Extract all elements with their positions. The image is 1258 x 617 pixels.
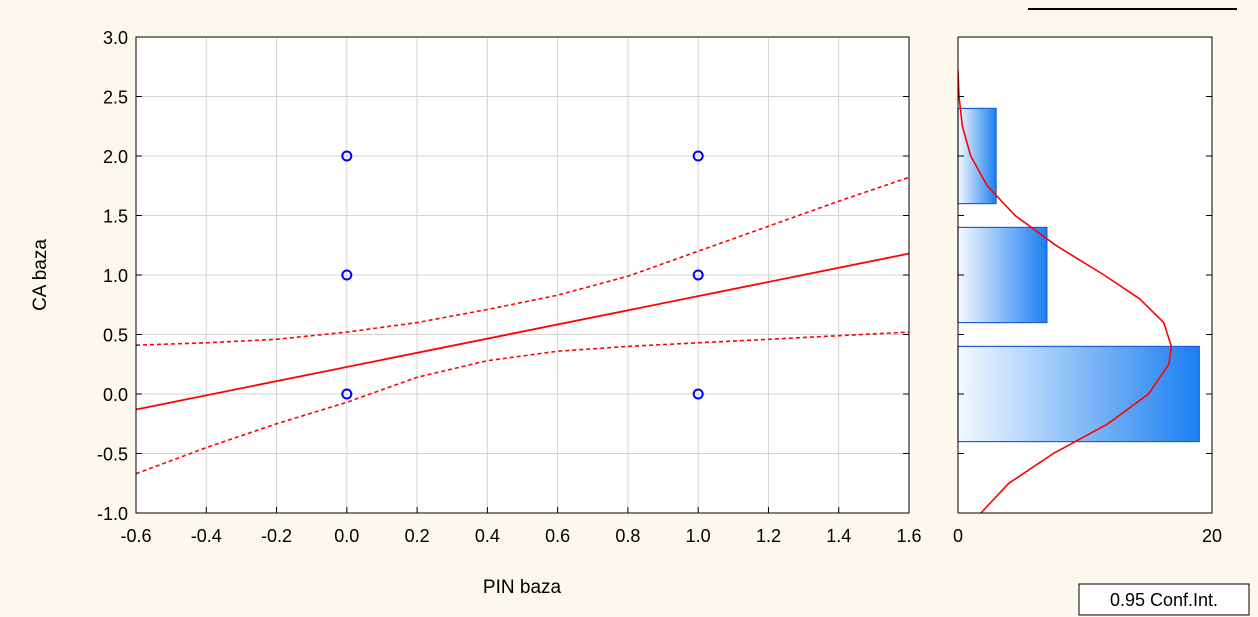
x-tick-label: 1.6 [896, 526, 921, 546]
y-tick-label: 1.0 [103, 266, 128, 286]
legend: 0.95 Conf.Int. [1078, 583, 1250, 616]
x-tick-label: 0.6 [545, 526, 570, 546]
y-tick-label: 0.0 [103, 385, 128, 405]
y-tick-label: 0.5 [103, 326, 128, 346]
y-tick-label: 2.5 [103, 88, 128, 108]
x-tick-label: 0.0 [334, 526, 359, 546]
histogram-bar [957, 345, 1200, 443]
y-tick-label: 1.5 [103, 207, 128, 227]
axis-ticks: -0.6 -0.4 -0.2 0.0 0.2 0.4 0.6 0.8 1.0 1.2 1.4 1.6 -… [97, 28, 922, 546]
confidence-band-lower [136, 331, 909, 475]
histogram-series [957, 70, 1200, 513]
data-point [341, 150, 353, 162]
x-tick-label: -0.6 [120, 526, 151, 546]
y-tick-label: 2.0 [103, 147, 128, 167]
histogram-x-tick-label: 20 [1202, 526, 1222, 546]
regression-line [136, 252, 909, 411]
histogram-bar [957, 226, 1048, 324]
data-point [692, 388, 704, 400]
data-point [692, 269, 704, 281]
x-tick-label: -0.2 [261, 526, 292, 546]
x-tick-label: -0.4 [191, 526, 222, 546]
y-tick-label: 3.0 [103, 28, 128, 48]
x-tick-label: 0.2 [405, 526, 430, 546]
normal-curve [958, 70, 1173, 513]
y-tick-label: -1.0 [97, 504, 128, 524]
curve-layer [958, 70, 1173, 513]
x-tick-label: 1.0 [686, 526, 711, 546]
scatter-plot: -0.6 -0.4 -0.2 0.0 0.2 0.4 0.6 0.8 1.0 1.2 1.4 1.6 -… [30, 28, 922, 598]
y-axis-title: CA baza [30, 239, 51, 311]
series-layer [136, 150, 909, 475]
gridlines [136, 37, 909, 513]
data-point [692, 150, 704, 162]
x-tick-label: 0.4 [475, 526, 500, 546]
x-axis-title: PIN baza [483, 577, 562, 598]
legend-label: 0.95 Conf.Int. [1110, 590, 1218, 610]
histogram-panel: 0 20 [953, 36, 1222, 546]
y-tick-label: -0.5 [97, 445, 128, 465]
x-tick-label: 1.2 [756, 526, 781, 546]
x-tick-label: 1.4 [826, 526, 851, 546]
legend-box [1078, 583, 1250, 616]
confidence-band-upper [136, 176, 909, 346]
histogram-ticks: 0 20 [953, 36, 1222, 546]
histogram-x-tick-label: 0 [953, 526, 963, 546]
data-point [341, 388, 353, 400]
x-tick-label: 0.8 [615, 526, 640, 546]
lines-layer [136, 176, 909, 475]
data-point [341, 269, 353, 281]
